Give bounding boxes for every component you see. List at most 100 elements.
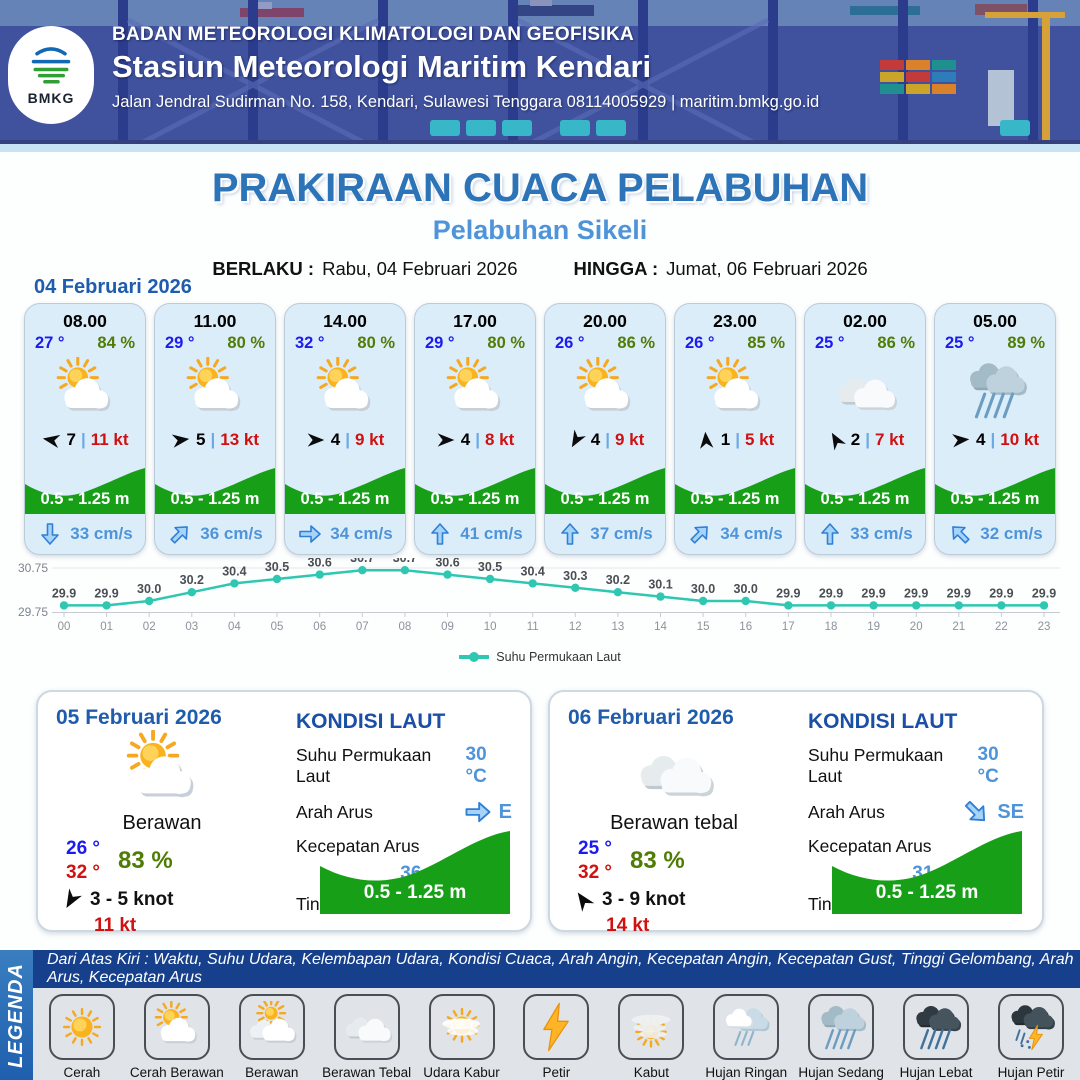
wind-speed: 7 — [66, 430, 76, 449]
weather-icon — [545, 353, 665, 427]
time-label: 11.00 — [193, 311, 237, 331]
wind-speed: 4 — [330, 430, 341, 449]
wind-speed: 2 — [850, 430, 861, 449]
current-speed: 33 cm/s — [70, 524, 133, 543]
svg-text:30.5: 30.5 — [478, 560, 502, 574]
station-name: Stasiun Meteorologi Maritim Kendari — [112, 49, 652, 84]
separator: | — [210, 430, 216, 449]
svg-text:29.9: 29.9 — [904, 586, 928, 600]
gust-speed: 10 kt — [1000, 430, 1039, 449]
forecast-card: 17.00 29 ° 80 % 4 | 8 kt 0.5 - 1.25 m 41… — [414, 303, 536, 555]
svg-text:30.0: 30.0 — [691, 582, 715, 596]
legend-items: Cerah Cerah Berawan Berawan Berawan Teba… — [33, 988, 1080, 1080]
wave-height-band: 0.5 - 1.25 m — [285, 458, 405, 514]
legend-item: Hujan Lebat — [890, 994, 982, 1080]
wind-row: 4 | 9 kt — [285, 427, 405, 453]
svg-text:19: 19 — [867, 621, 880, 633]
gust-speed: 8 kt — [484, 430, 515, 449]
weather-icon — [808, 994, 875, 1060]
wind-row: 4 | 10 kt — [935, 427, 1055, 453]
current-speed: 41 cm/s — [460, 524, 523, 543]
temperature: 25 ° — [945, 334, 975, 352]
gust-speed: 13 kt — [220, 430, 259, 449]
wave-height-band: 0.5 - 1.25 m — [25, 458, 145, 514]
weather-icon — [997, 994, 1064, 1060]
gust-speed: 9 kt — [354, 430, 385, 449]
legend-marker-icon — [459, 652, 490, 662]
wave-height: 0.5 - 1.25 m — [430, 490, 520, 508]
svg-text:07: 07 — [356, 621, 369, 633]
legend-label: Berawan — [245, 1065, 299, 1080]
humidity: 80 % — [487, 334, 525, 352]
hingga-value: Jumat, 06 Februari 2026 — [666, 258, 868, 279]
svg-text:30.75: 30.75 — [18, 561, 48, 575]
legend-label: Hujan Petir — [997, 1065, 1065, 1080]
humidity: 86 % — [617, 334, 655, 352]
current-row: 37 cm/s — [545, 514, 665, 554]
header-divider — [0, 144, 1080, 152]
svg-text:13: 13 — [612, 621, 625, 633]
forecast-card: 02.00 25 ° 86 % 2 | 7 kt 0.5 - 1.25 m 33… — [804, 303, 926, 555]
weather-icon — [618, 994, 685, 1060]
svg-text:11: 11 — [527, 621, 539, 633]
humidity: 86 % — [877, 334, 915, 352]
wave-height-band: 0.5 - 1.25 m — [675, 458, 795, 514]
wind-direction-icon — [822, 426, 849, 453]
current-speed-label: Kecepatan Arus — [296, 836, 420, 856]
svg-text:29.75: 29.75 — [18, 605, 48, 619]
current-direction-icon — [817, 521, 843, 547]
wave-height: 0.5 - 1.25 m — [690, 490, 780, 508]
legend-item: Petir — [510, 994, 602, 1080]
current-speed: 37 cm/s — [590, 524, 653, 543]
svg-text:29.9: 29.9 — [989, 586, 1013, 600]
svg-text:08: 08 — [399, 621, 412, 633]
weather-icon — [428, 994, 495, 1060]
daily-forecast-card: 05 Februari 2026 Berawan 26 ° 32 ° 83 % … — [36, 690, 532, 936]
svg-text:30.1: 30.1 — [648, 578, 672, 592]
svg-text:29.9: 29.9 — [1032, 586, 1056, 600]
current-direction-icon — [427, 521, 453, 547]
wind-direction-icon — [695, 429, 717, 451]
svg-text:00: 00 — [58, 621, 71, 633]
legend-title-band: LEGENDA — [0, 950, 33, 1080]
wind-range: 3 - 5 knot — [90, 888, 174, 910]
svg-text:30.0: 30.0 — [137, 582, 161, 596]
berlaku-label: BERLAKU : — [212, 258, 315, 279]
temp-min: 25 ° — [578, 838, 613, 859]
temperature: 29 ° — [165, 334, 195, 352]
wind-direction-icon — [568, 884, 599, 915]
current-direction-label: Arah Arus — [808, 801, 885, 822]
svg-text:29.9: 29.9 — [776, 586, 800, 600]
current-speed: 36 cm/s — [200, 524, 263, 543]
wind-row: 4 | 8 kt — [415, 427, 535, 453]
wave-height-band: 0.5 - 1.25 m — [415, 458, 535, 514]
forecast-date: 04 Februari 2026 — [34, 276, 192, 298]
forecast-card: 11.00 29 ° 80 % 5 | 13 kt 0.5 - 1.25 m 3… — [154, 303, 276, 555]
legend-item: Kabut — [605, 994, 697, 1080]
wind-direction-icon — [56, 884, 86, 914]
gust-speed: 11 kt — [94, 914, 137, 936]
humidity: 84 % — [97, 334, 135, 352]
wind-speed: 4 — [460, 430, 471, 449]
temp-max: 32 ° — [578, 861, 613, 883]
station-address: Jalan Jendral Sudirman No. 158, Kendari,… — [112, 93, 820, 111]
current-direction-icon — [162, 516, 199, 553]
wind-speed: 4 — [590, 430, 601, 449]
svg-text:04: 04 — [228, 621, 241, 633]
wave-height: 0.5 - 1.25 m — [363, 882, 467, 903]
svg-text:01: 01 — [100, 621, 113, 633]
svg-text:10: 10 — [484, 621, 497, 633]
current-row: 34 cm/s — [675, 514, 795, 554]
wave-height-band: 0.5 - 1.25 m — [935, 458, 1055, 514]
legend-label: Berawan Tebal — [322, 1065, 412, 1080]
time-label: 23.00 — [713, 311, 757, 331]
separator: | — [990, 430, 996, 449]
weather-icon — [143, 994, 210, 1060]
humidity: 83 % — [118, 846, 173, 874]
sea-conditions-heading: KONDISI LAUT — [808, 710, 958, 733]
weather-icon — [56, 730, 268, 812]
time-label: 02.00 — [843, 311, 887, 331]
wind-speed: 5 — [196, 430, 206, 449]
svg-text:30.2: 30.2 — [180, 573, 204, 587]
svg-text:03: 03 — [185, 621, 198, 633]
